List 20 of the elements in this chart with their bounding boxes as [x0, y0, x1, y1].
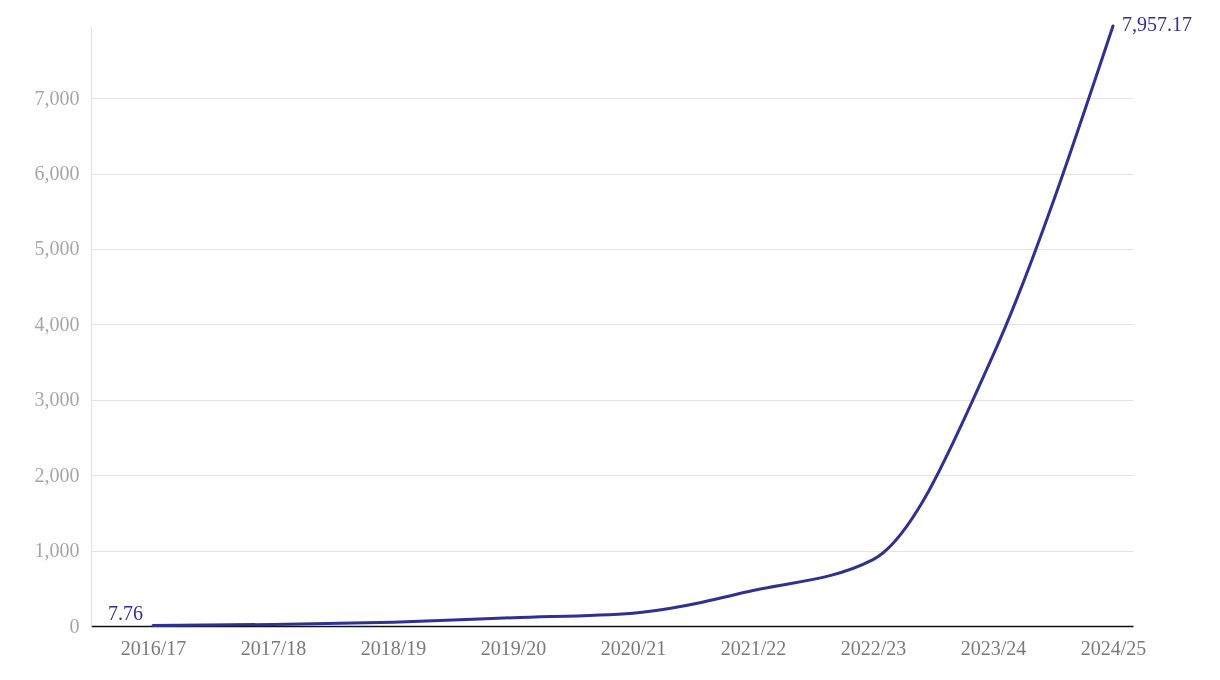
y-tick-label: 0 [69, 614, 80, 637]
x-tick-label: 2017/18 [240, 636, 307, 659]
y-tick-label: 2,000 [34, 463, 80, 486]
y-tick-label: 7,000 [34, 86, 80, 109]
y-tick-label: 1,000 [34, 539, 80, 562]
x-tick-label: 2021/22 [720, 636, 787, 659]
x-tick-label: 2023/24 [960, 636, 1027, 659]
x-tick-label: 2022/23 [840, 636, 907, 659]
x-tick-label: 2018/19 [360, 636, 427, 659]
x-tick-label: 2020/21 [600, 636, 667, 659]
data-label: 7.76 [108, 602, 143, 625]
data-label: 7,957.17 [1122, 13, 1192, 35]
y-tick-label: 4,000 [34, 312, 80, 335]
x-tick-label: 2024/25 [1080, 636, 1147, 659]
y-tick-label: 5,000 [34, 237, 80, 260]
line-series [151, 24, 1115, 627]
y-tick-label: 6,000 [34, 162, 80, 185]
y-tick-label: 3,000 [34, 388, 80, 411]
x-tick-label: 2016/17 [120, 636, 187, 659]
x-tick-label: 2019/20 [480, 636, 547, 659]
